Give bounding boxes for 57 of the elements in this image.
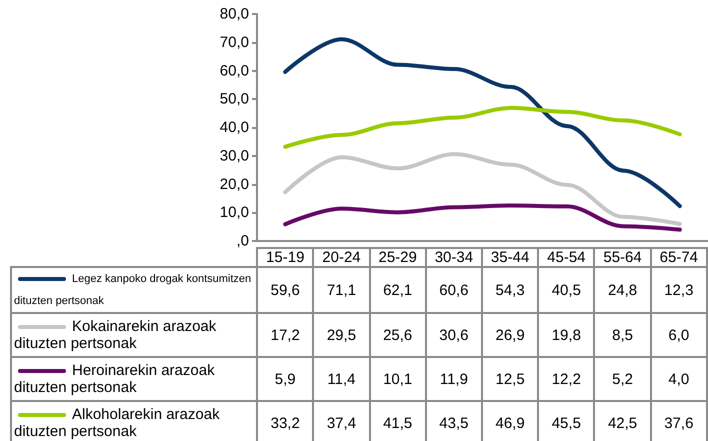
y-tick-label: 70,0 (220, 34, 249, 51)
legend-label: Alkoholarekin arazoak dituzten pertsonak (13, 406, 221, 440)
data-label: 11,9 (426, 357, 482, 401)
line-series (283, 106, 682, 149)
y-tick-label: 20,0 (220, 176, 249, 193)
data-label: 4,0 (650, 357, 707, 401)
data-label: 42,5 (594, 401, 651, 441)
data-label: 19,8 (538, 313, 594, 357)
data-label: 71,1 (313, 267, 370, 313)
data-label: 43,5 (426, 401, 482, 441)
y-tick-label: 40,0 (220, 119, 249, 136)
data-label: 45,5 (538, 401, 594, 441)
data-label: 37,6 (650, 401, 707, 441)
x-tick-label: 30-34 (426, 248, 482, 267)
legend-label: Kokainarekin arazoak dituzten pertsonak (13, 318, 218, 352)
data-label: 26,9 (482, 313, 538, 357)
data-label: 59,6 (257, 267, 314, 313)
data-label: 8,5 (594, 313, 651, 357)
data-label: 37,4 (313, 401, 370, 441)
data-label: 5,2 (594, 357, 651, 401)
data-label: 5,9 (257, 357, 314, 401)
data-label: 6,0 (650, 313, 707, 357)
line-series (283, 152, 682, 226)
data-label: 12,2 (538, 357, 594, 401)
y-tick-label: 60,0 (220, 62, 249, 80)
y-tick-label: 30,0 (220, 147, 249, 164)
data-label: 30,6 (426, 313, 482, 357)
data-label: 62,1 (370, 267, 426, 313)
data-label: 17,2 (257, 313, 314, 357)
data-label: 11,4 (313, 357, 370, 401)
data-label: 10,1 (370, 357, 426, 401)
data-label: 24,8 (594, 267, 651, 313)
data-label: 33,2 (257, 401, 314, 441)
data-label: 40,5 (538, 267, 594, 313)
line-series (283, 204, 682, 232)
data-label: 12,3 (650, 267, 707, 313)
y-tick-label: ,0 (236, 232, 249, 250)
data-label: 29,5 (313, 313, 370, 357)
x-tick-label: 20-24 (313, 248, 370, 267)
data-label: 46,9 (482, 401, 538, 441)
y-tick-label: 50,0 (220, 90, 249, 108)
legend-label: Legez kanpoko drogak kontsumitzen dituzten pertsonak (12, 268, 256, 312)
data-label: 41,5 (370, 401, 426, 441)
x-tick-label: 45-54 (538, 248, 594, 267)
legend-label: Heroinarekin arazoak dituzten pertsonak (13, 362, 216, 396)
data-label: 60,6 (426, 267, 482, 313)
y-tick-label: 10,0 (220, 204, 249, 222)
data-label: 25,6 (370, 313, 426, 357)
x-tick-label: 15-19 (257, 248, 314, 267)
x-tick-label: 25-29 (370, 248, 426, 267)
x-tick-label: 55-64 (594, 248, 651, 267)
x-tick-label: 65-74 (650, 248, 707, 267)
data-label: 12,5 (482, 357, 538, 401)
x-tick-label: 35-44 (482, 248, 538, 267)
y-tick-label: 80,0 (220, 6, 249, 22)
line-series (283, 37, 682, 208)
data-label: 54,3 (482, 267, 538, 313)
